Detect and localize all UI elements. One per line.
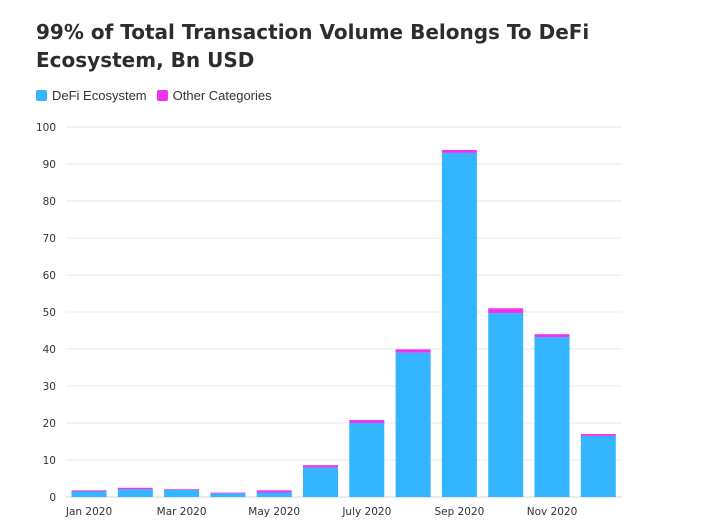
bar-defi-11 xyxy=(580,435,616,497)
legend-swatch-defi xyxy=(36,90,47,101)
legend-item-defi[interactable]: DeFi Ecosystem xyxy=(36,88,147,103)
bar-defi-2 xyxy=(164,489,200,497)
x-tick-label: Jan 2020 xyxy=(65,506,112,518)
x-tick-label: Mar 2020 xyxy=(157,506,207,518)
bar-other-4 xyxy=(256,490,292,493)
legend-swatch-other xyxy=(156,90,168,101)
x-tick-label: Nov 2020 xyxy=(527,506,578,518)
y-tick-label: 60 xyxy=(43,270,56,282)
y-tick-label: 0 xyxy=(49,492,56,504)
legend-item-other[interactable]: Other Categories xyxy=(156,88,272,103)
y-tick-label: 20 xyxy=(43,418,56,430)
legend: DeFi Ecosystem Other Categories xyxy=(36,88,272,103)
x-tick-label: July 2020 xyxy=(341,506,391,518)
bar-defi-4 xyxy=(256,492,292,497)
bar-other-10 xyxy=(534,334,570,338)
bar-other-9 xyxy=(488,308,524,314)
bar-other-3 xyxy=(210,492,246,494)
bar-defi-5 xyxy=(303,467,338,497)
bar-other-6 xyxy=(349,420,385,423)
bar-other-11 xyxy=(580,434,616,436)
chart-title: 99% of Total Transaction Volume Belongs … xyxy=(36,20,590,72)
bar-defi-3 xyxy=(210,493,246,497)
x-tick-label: Sep 2020 xyxy=(434,506,484,518)
y-tick-label: 100 xyxy=(36,122,56,134)
bar-defi-1 xyxy=(117,489,153,497)
bar-other-7 xyxy=(395,349,431,353)
bar-defi-9 xyxy=(488,313,524,497)
y-tick-label: 30 xyxy=(43,381,56,393)
bar-defi-0 xyxy=(71,491,107,497)
legend-label-defi: DeFi Ecosystem xyxy=(52,88,147,103)
y-tick-label: 10 xyxy=(43,455,56,467)
y-tick-label: 50 xyxy=(43,307,56,319)
bar-other-0 xyxy=(71,490,107,492)
bar-defi-6 xyxy=(349,423,385,497)
y-tick-label: 90 xyxy=(43,159,56,171)
bar-defi-8 xyxy=(441,152,477,497)
bar-other-5 xyxy=(303,465,338,468)
bar-other-8 xyxy=(441,149,477,153)
legend-label-other: Other Categories xyxy=(172,88,272,103)
y-tick-label: 80 xyxy=(43,196,56,208)
x-tick-label: May 2020 xyxy=(248,506,300,518)
bar-other-2 xyxy=(164,489,200,490)
bar-defi-7 xyxy=(395,352,431,497)
y-tick-label: 40 xyxy=(43,344,56,356)
y-tick-label: 70 xyxy=(43,233,56,245)
bar-other-1 xyxy=(117,487,153,490)
bar-defi-10 xyxy=(534,337,570,497)
